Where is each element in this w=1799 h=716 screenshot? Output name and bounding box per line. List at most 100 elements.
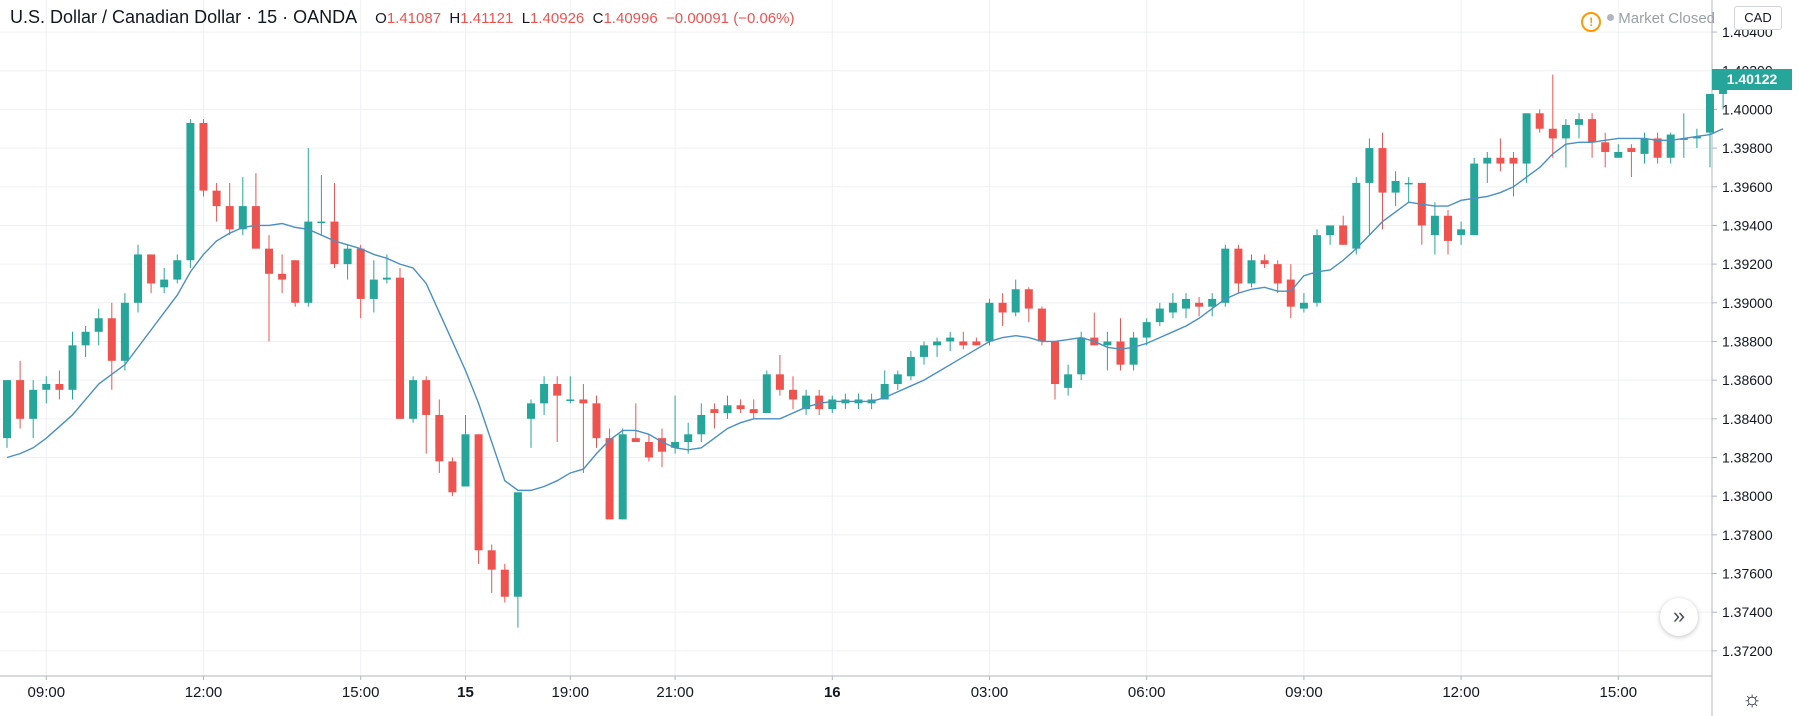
scroll-to-realtime-button[interactable]: » — [1660, 598, 1698, 636]
candle-body — [736, 405, 745, 410]
candle-body — [540, 384, 549, 404]
y-tick-label: 1.37200 — [1722, 643, 1773, 659]
y-tick-label: 1.39800 — [1722, 140, 1773, 156]
candle-body — [631, 438, 640, 443]
settings-gear-icon[interactable]: ☼ — [1742, 686, 1763, 711]
candle-body — [658, 438, 666, 452]
x-tick-label: 12:00 — [1442, 684, 1480, 701]
candle-body — [1260, 260, 1269, 265]
candle-body — [1273, 264, 1282, 284]
x-tick-label: 15 — [457, 684, 474, 701]
y-tick-label: 1.37800 — [1722, 527, 1773, 543]
candle-body — [1208, 298, 1217, 307]
candle-body — [972, 341, 981, 346]
candle-body — [605, 438, 614, 520]
open-value: 1.41087 — [386, 10, 442, 27]
candle-body — [94, 318, 103, 332]
warning-icon[interactable]: ! — [1581, 12, 1602, 32]
candle-body — [369, 279, 378, 299]
candle-body — [1037, 308, 1046, 342]
candle-body — [1247, 260, 1256, 284]
candle-body — [199, 122, 208, 191]
symbol-title[interactable]: U.S. Dollar / Canadian Dollar · 15 · OAN… — [10, 7, 357, 27]
candle-body — [238, 206, 247, 230]
y-tick-label: 1.38400 — [1722, 411, 1773, 427]
candle-body — [1470, 163, 1479, 236]
candle-body — [1601, 142, 1610, 152]
candle-body — [1509, 157, 1518, 164]
candle-body — [330, 221, 339, 265]
candle-body — [173, 260, 182, 280]
candle-body — [29, 389, 38, 419]
candle-body — [527, 403, 535, 419]
low-key: L — [521, 10, 531, 27]
y-tick-label: 1.39200 — [1722, 256, 1773, 272]
chart-legend: U.S. Dollar / Canadian Dollar · 15 · OAN… — [10, 7, 794, 28]
candle-body — [16, 380, 25, 419]
candle-body — [1679, 138, 1688, 140]
market-status-text: Market Closed — [1618, 10, 1715, 27]
candle-body — [762, 374, 771, 414]
candle-body — [134, 254, 142, 303]
candle-body — [1535, 113, 1544, 129]
y-tick-label: 1.38800 — [1722, 333, 1773, 349]
high-key: H — [449, 10, 461, 27]
last-price-label: 1.40122 — [1712, 69, 1792, 90]
candle-body — [1011, 289, 1020, 313]
market-status: ! Market Closed — [1581, 10, 1715, 32]
candle-body — [461, 434, 470, 487]
candle-body — [775, 374, 784, 390]
candle-body — [1404, 182, 1413, 185]
currency-badge[interactable]: CAD — [1734, 6, 1782, 30]
candle-body — [684, 434, 693, 443]
y-tick-label: 1.37600 — [1722, 566, 1773, 582]
candle-body — [1457, 229, 1466, 236]
candle-body — [55, 384, 64, 390]
candle-body — [1168, 302, 1177, 313]
candle-body — [671, 442, 680, 448]
candle-body — [1666, 134, 1675, 158]
candle-body — [1286, 279, 1295, 307]
y-tick-label: 1.40000 — [1722, 101, 1773, 117]
candle-body — [422, 380, 431, 415]
ohlc-values: O1.41087 H1.41121 L1.40926 C1.40996 −0.0… — [375, 10, 794, 27]
candle-body — [697, 414, 706, 435]
candle-body — [356, 248, 365, 299]
double-chevron-right-icon: » — [1672, 603, 1686, 628]
candle-body — [1064, 374, 1073, 388]
candle-body — [920, 345, 928, 357]
candle-body — [225, 206, 234, 230]
candle-body — [1483, 157, 1492, 164]
candle-body — [998, 302, 1007, 313]
candle-body — [396, 277, 404, 419]
candle-body — [1391, 180, 1400, 193]
candle-body — [1561, 124, 1570, 139]
candle-body — [1522, 113, 1531, 164]
moving-average-line — [6, 128, 1724, 492]
candle-body — [1365, 148, 1374, 183]
candle-body — [147, 254, 156, 284]
candle-body — [579, 399, 588, 404]
candle-body — [291, 260, 300, 303]
y-tick-label: 1.39600 — [1722, 179, 1773, 195]
x-tick-label: 03:00 — [971, 684, 1009, 701]
candle-body — [107, 318, 116, 361]
candle-body — [1588, 119, 1597, 143]
x-tick-label: 06:00 — [1128, 684, 1166, 701]
candle-body — [120, 302, 129, 361]
y-tick-label: 1.38600 — [1722, 372, 1773, 388]
x-tick-label: 19:00 — [552, 684, 590, 701]
x-tick-label: 16 — [824, 684, 841, 701]
change-value: −0.00091 (−0.06%) — [666, 10, 795, 27]
candle-body — [1051, 341, 1059, 385]
candle-body — [1548, 128, 1557, 139]
candle-body — [212, 190, 221, 207]
x-tick-label: 15:00 — [342, 684, 380, 701]
candle-body — [1719, 86, 1728, 94]
candle-body — [1195, 302, 1204, 307]
candle-body — [1077, 337, 1086, 375]
candle-body — [1444, 215, 1452, 241]
candle-body — [1627, 148, 1636, 152]
candle-body — [1024, 289, 1033, 309]
